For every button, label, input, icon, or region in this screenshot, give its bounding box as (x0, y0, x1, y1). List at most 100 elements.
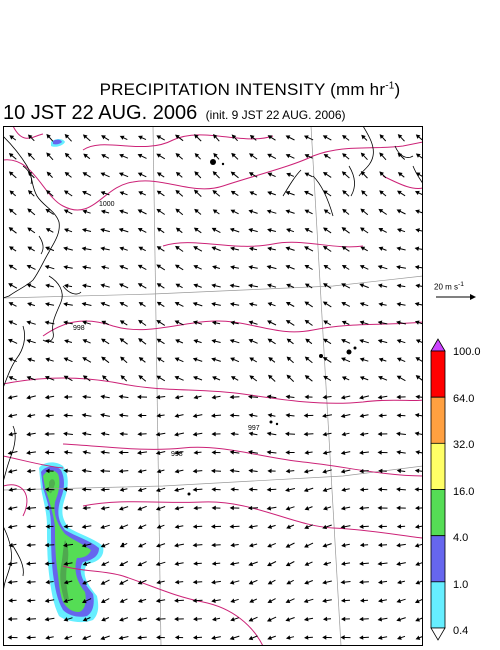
wind-arrow-head (192, 598, 197, 603)
wind-arrow-head (174, 432, 179, 437)
wind-arrow-head (156, 246, 162, 251)
wind-arrow-head (211, 616, 217, 622)
wind-arrow-head (378, 246, 384, 251)
wind-arrow-head (81, 301, 87, 307)
wind-arrow-head (341, 542, 346, 548)
wind-arrow-head (137, 153, 143, 158)
wind-arrow-head (46, 133, 51, 139)
wind-arrow-head (137, 283, 143, 288)
wind-arrow-head (360, 208, 366, 213)
wind-arrow-head (359, 264, 365, 270)
wind-arrow-head (359, 376, 365, 381)
wind-arrow-head (229, 524, 234, 529)
wind-arrow-head (100, 265, 106, 270)
wind-arrow-head (286, 338, 292, 343)
wind-arrow-head (304, 561, 310, 566)
wind-arrow-head (396, 487, 401, 492)
wind-arrow-head (175, 227, 181, 233)
wind-arrow-head (82, 357, 87, 362)
wind-arrow-head (415, 283, 420, 289)
wind-arrow-head (44, 561, 49, 566)
wind-arrow-head (102, 375, 107, 380)
wind-arrow-head (322, 524, 328, 530)
wind-arrow-head (304, 228, 310, 233)
wind-arrow-head (174, 357, 180, 362)
wind-arrow-head (27, 134, 33, 140)
wind-arrow-head (81, 246, 87, 252)
wind-arrow-head (248, 228, 253, 233)
wind-arrow-head (192, 431, 198, 437)
wind-arrow-head (230, 376, 236, 381)
wind-arrow-head (267, 580, 273, 585)
wind-arrow-head (322, 394, 327, 400)
wind-arrow-head (379, 134, 385, 139)
wind-arrow-head (210, 413, 216, 418)
wind-arrow-head (341, 246, 347, 251)
wind-arrow-head (414, 320, 420, 325)
wind-arrow-head (414, 246, 420, 252)
wind-arrow-head (322, 135, 328, 140)
wind-arrow-head (396, 598, 402, 604)
wind-arrow-head (248, 209, 254, 214)
wind-arrow-head (359, 431, 365, 437)
wind-arrow-head (62, 542, 68, 548)
wind-arrow-head (285, 413, 290, 418)
wind-arrow-head (415, 505, 420, 511)
wind-arrow-head (248, 617, 254, 622)
wind-arrow-head (27, 152, 33, 158)
wind-arrow-head (63, 394, 69, 400)
wind-arrow-head (156, 635, 161, 640)
wind-arrow-head (155, 450, 161, 456)
wind-arrow-head (286, 172, 291, 177)
wind-arrow-head (304, 283, 310, 288)
wind-arrow-head (415, 153, 421, 158)
wind-arrow-head (322, 431, 327, 437)
wind-arrow-head (268, 357, 274, 362)
wind-arrow-head (248, 542, 254, 548)
wind-arrow-head (64, 152, 70, 158)
wind-arrow-head (414, 599, 420, 604)
wind-arrow-head (377, 505, 382, 511)
wind-arrow-head (27, 302, 32, 307)
wind-arrow-head (304, 450, 309, 455)
wind-arrow-head (285, 209, 291, 214)
wind-arrow-head (44, 598, 50, 603)
wind-arrow-head (322, 301, 328, 306)
wind-arrow-head (211, 301, 216, 307)
wind-arrow-head (119, 338, 125, 343)
wind-arrow-head (230, 190, 236, 195)
wind-arrow-head (100, 450, 105, 455)
wind-arrow-head (248, 338, 254, 344)
wind-arrow-head (192, 524, 198, 529)
wind-arrow-head (119, 431, 124, 437)
wind-arrow-head (249, 598, 255, 603)
wind-arrow-head (211, 431, 216, 437)
wind-arrow-head (266, 265, 272, 270)
wind-arrow-head (396, 302, 401, 307)
wind-arrow-head (8, 227, 14, 232)
wind-arrow-head (286, 524, 291, 529)
wind-arrow-head (267, 283, 272, 288)
wind-arrow-head (248, 283, 253, 289)
wind-arrow-head (82, 134, 88, 139)
wind-arrow-head (8, 542, 14, 548)
wind-arrow-head (137, 635, 142, 640)
wind-arrow-head (63, 375, 69, 380)
wind-arrow-head (192, 320, 198, 325)
wind-arrow-head (156, 579, 161, 585)
wind-arrow-head (359, 338, 364, 344)
wind-arrow-head (359, 579, 364, 585)
wind-arrow-head (26, 598, 31, 603)
wind-arrow-head (340, 561, 346, 566)
colorbar-under-triangle (430, 627, 446, 641)
wind-arrow-head (267, 228, 272, 233)
wind-arrow-head (174, 635, 180, 640)
wind-arrow-head (192, 579, 198, 585)
wind-arrow-head (101, 135, 106, 140)
wind-arrow-head (118, 635, 124, 641)
wind-arrow-head (63, 505, 68, 511)
wind-arrow-head (267, 562, 272, 567)
wind-arrow-head (248, 172, 254, 177)
wind-arrow-head (379, 171, 384, 176)
wind-arrow-head (174, 598, 179, 603)
